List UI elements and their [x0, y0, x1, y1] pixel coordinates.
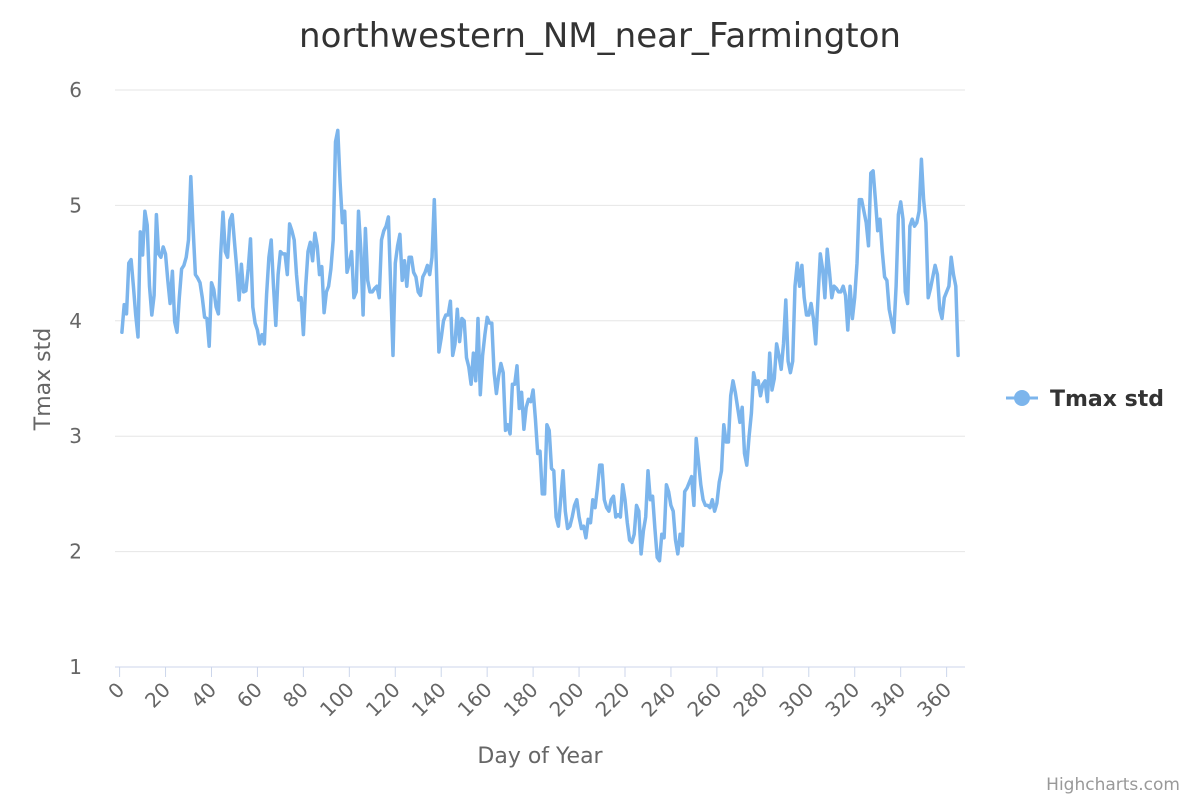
legend-label[interactable]: Tmax std	[1050, 387, 1164, 412]
x-axis: 0 20 40 60 80 100 120 140 160 180 200 220 240 260 280 3…	[103, 666, 965, 722]
chart-title: northwestern_NM_near_Farmington	[299, 16, 901, 56]
x-tick-label: 60	[232, 678, 267, 713]
y-axis-label: Tmax std	[31, 328, 56, 431]
legend[interactable]: Tmax std	[1006, 387, 1164, 412]
y-tick-label: 4	[69, 309, 82, 333]
x-tick-label: 120	[361, 678, 405, 722]
x-tick-label: 240	[637, 678, 681, 722]
series-line-0[interactable]	[120, 128, 960, 563]
x-tick-label: 180	[499, 678, 543, 722]
x-tick-label: 40	[186, 678, 221, 713]
y-tick-label: 1	[69, 655, 82, 679]
x-tick-label: 160	[453, 678, 497, 722]
x-tick-label: 20	[140, 678, 175, 713]
x-tick-label: 80	[278, 678, 313, 713]
x-tick-label: 360	[912, 678, 956, 722]
x-tick-label: 300	[774, 678, 818, 722]
x-tick-label: 320	[820, 678, 864, 722]
y-tick-label: 6	[69, 78, 82, 102]
legend-dot-marker	[1014, 390, 1030, 406]
credits-link[interactable]: Highcharts.com	[1046, 775, 1180, 795]
x-tick-label: 140	[407, 678, 451, 722]
gridlines	[115, 89, 965, 553]
y-tick-label: 3	[69, 424, 82, 448]
x-tick-label: 340	[866, 678, 910, 722]
x-tick-label: 280	[728, 678, 772, 722]
x-tick-label: 0	[103, 678, 129, 704]
y-tick-label: 2	[69, 540, 82, 564]
y-axis-ticks: 1 2 3 4 5 6	[69, 78, 82, 679]
x-tick-label: 100	[315, 678, 359, 722]
plot-area	[120, 128, 960, 563]
x-tick-label: 260	[682, 678, 726, 722]
y-tick-label: 5	[69, 193, 82, 217]
x-tick-label: 220	[591, 678, 635, 722]
x-tick-label: 200	[545, 678, 589, 722]
x-axis-label: Day of Year	[477, 744, 603, 769]
